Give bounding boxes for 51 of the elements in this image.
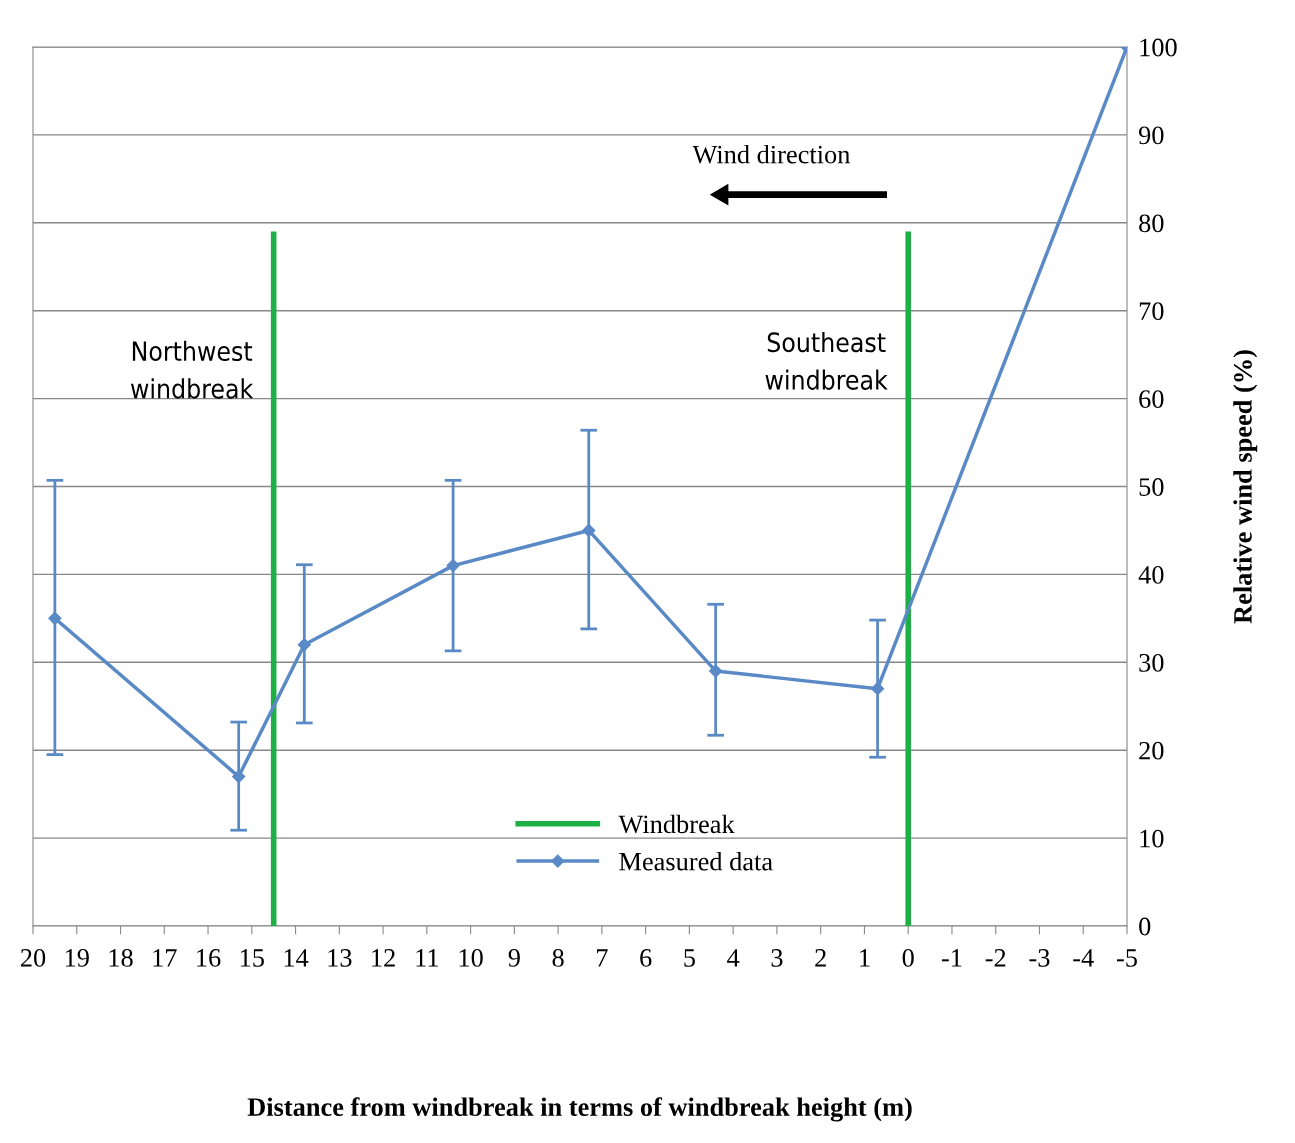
y-tick-label: 60 [1139, 390, 1164, 409]
point [870, 682, 885, 696]
y-tick-label: 80 [1139, 214, 1164, 233]
x-tick-label: 15 [240, 949, 264, 967]
x-tick-label: 16 [197, 949, 221, 967]
point [48, 611, 62, 625]
x-tick-label: 6 [640, 949, 652, 967]
point [582, 523, 596, 538]
x-tick-label: 17 [153, 949, 177, 967]
y-tick-label: 20 [1139, 741, 1164, 760]
y-tick-label: 10 [1140, 829, 1164, 848]
x-tick-label: 11 [416, 949, 438, 967]
x-tick-label: 1 [860, 949, 870, 967]
y-axis-title: Relative wind speed (%) [1233, 350, 1258, 624]
x-tick-label: 10 [459, 948, 483, 967]
x-tick-label: 7 [597, 949, 608, 967]
y-tick-label: 40 [1138, 566, 1164, 584]
x-tick-label: 14 [284, 949, 309, 967]
x-tick-label: -5 [1116, 949, 1137, 967]
annotation: Southeast windbreak [765, 331, 888, 390]
x-tick-label: 5 [684, 949, 695, 967]
x-tick-label: 9 [508, 949, 520, 967]
x-axis-title: Distance from windbreak in terms of windbreak height (m) [247, 1097, 912, 1122]
x-tick-label: 19 [65, 949, 89, 967]
x-tick-label: 3 [771, 949, 783, 967]
point [297, 638, 311, 652]
y-tick-label: 70 [1139, 302, 1164, 321]
x-tick-label: 2 [815, 949, 826, 967]
x-tick-label: -1 [941, 949, 962, 967]
legend-label: Measured data [619, 851, 773, 871]
x-tick-label: -2 [985, 949, 1006, 967]
y-tick-label: 0 [1139, 917, 1151, 936]
x-tick-label: 8 [552, 948, 564, 967]
x-tick-label: 0 [902, 948, 914, 967]
annotation: Wind direction [692, 144, 851, 164]
y-tick-label: 30 [1139, 653, 1164, 672]
x-tick-label: 13 [328, 949, 352, 967]
y-tick-label: 100 [1140, 38, 1177, 57]
x-tick-label: 12 [372, 949, 395, 967]
x-tick-label: 20 [20, 948, 46, 967]
legend-label: Windbreak [618, 814, 735, 834]
point [232, 769, 246, 784]
point [709, 664, 723, 678]
x-tick-label: 4 [727, 949, 740, 967]
y-tick-label: 90 [1138, 126, 1164, 145]
y-tick-label: 50 [1139, 478, 1164, 496]
point [446, 559, 460, 573]
x-tick-label: -4 [1073, 949, 1094, 967]
x-tick-label: -3 [1029, 949, 1050, 967]
x-tick-label: 18 [109, 948, 133, 967]
annotation: Northwest windbreak [130, 340, 254, 399]
